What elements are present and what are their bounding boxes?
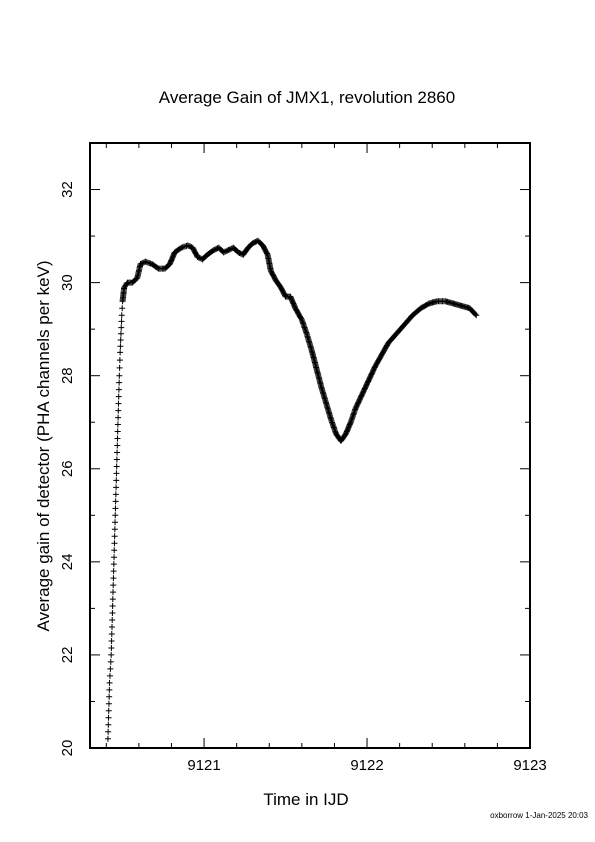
data-point: [112, 491, 119, 498]
data-point: [105, 721, 112, 728]
data-point: [106, 686, 113, 693]
data-point: [108, 651, 115, 658]
data-point: [110, 575, 117, 582]
y-tick-label: 20: [59, 740, 76, 757]
data-point: [110, 589, 117, 596]
data-point: [115, 414, 122, 421]
data-point: [111, 540, 118, 547]
data-point: [116, 364, 123, 371]
data-point: [113, 463, 120, 470]
data-point: [109, 596, 116, 603]
data-point: [472, 311, 479, 318]
chart-title: Average Gain of JMX1, revolution 2860: [159, 88, 455, 107]
x-axis-label: Time in IJD: [263, 790, 348, 809]
data-point: [118, 312, 125, 319]
data-point: [108, 630, 115, 637]
y-tick-label: 32: [59, 181, 76, 198]
y-tick-label: 30: [59, 274, 76, 291]
data-point: [111, 554, 118, 561]
data-point: [111, 547, 118, 554]
data-point: [113, 470, 120, 477]
data-point: [108, 644, 115, 651]
data-point: [113, 477, 120, 484]
data-point: [106, 679, 113, 686]
data-point: [113, 456, 120, 463]
y-tick-label: 26: [59, 460, 76, 477]
axis-ticks: [90, 142, 531, 749]
data-point: [114, 449, 121, 456]
data-point: [109, 610, 116, 617]
data-point: [112, 512, 119, 519]
data-point: [114, 442, 121, 449]
data-point: [107, 665, 114, 672]
data-point: [114, 435, 121, 442]
data-point: [117, 337, 124, 344]
footer-stamp: oxborrow 1-Jan-2025 20:03: [490, 811, 588, 820]
data-point: [116, 379, 123, 386]
data-point: [105, 714, 112, 721]
data-point: [111, 526, 118, 533]
data-point: [119, 305, 126, 312]
data-point: [117, 349, 124, 356]
data-point: [116, 372, 123, 379]
y-tick-label: 24: [59, 554, 76, 571]
data-point: [106, 672, 113, 679]
data-point: [115, 400, 122, 407]
data-point: [105, 707, 112, 714]
data-point: [108, 637, 115, 644]
data-point: [115, 407, 122, 414]
x-tick-label: 9123: [513, 757, 546, 774]
data-point: [104, 735, 111, 742]
y-tick-label: 28: [59, 367, 76, 384]
y-tick-label: 22: [59, 647, 76, 664]
data-point: [117, 330, 124, 337]
data-point: [116, 357, 123, 364]
data-point: [110, 582, 117, 589]
data-point: [113, 484, 120, 491]
data-point: [112, 505, 119, 512]
data-point: [118, 318, 125, 325]
data-point: [115, 393, 122, 400]
data-point: [118, 324, 125, 331]
data-point: [112, 519, 119, 526]
data-point: [115, 386, 122, 393]
data-point: [109, 617, 116, 624]
plot-frame: [89, 142, 531, 749]
axis-tick-labels: 20 22 24 26 28 30 32 9121 9122 9123: [59, 181, 547, 774]
data-points: [104, 237, 480, 742]
data-point: [109, 603, 116, 610]
data-point: [107, 658, 114, 665]
data-point: [114, 421, 121, 428]
x-tick-label: 9122: [350, 757, 383, 774]
data-point: [110, 568, 117, 575]
y-axis-label: Average gain of detector (PHA channels p…: [34, 260, 53, 631]
data-point: [106, 693, 113, 700]
x-tick-label: 9121: [187, 757, 220, 774]
data-point: [117, 343, 124, 350]
data-point: [114, 428, 121, 435]
data-point: [111, 533, 118, 540]
data-point: [109, 624, 115, 630]
data-point: [105, 728, 112, 735]
data-point: [110, 561, 117, 568]
data-point: [105, 700, 112, 707]
data-point: [473, 312, 480, 319]
data-point: [112, 498, 119, 505]
